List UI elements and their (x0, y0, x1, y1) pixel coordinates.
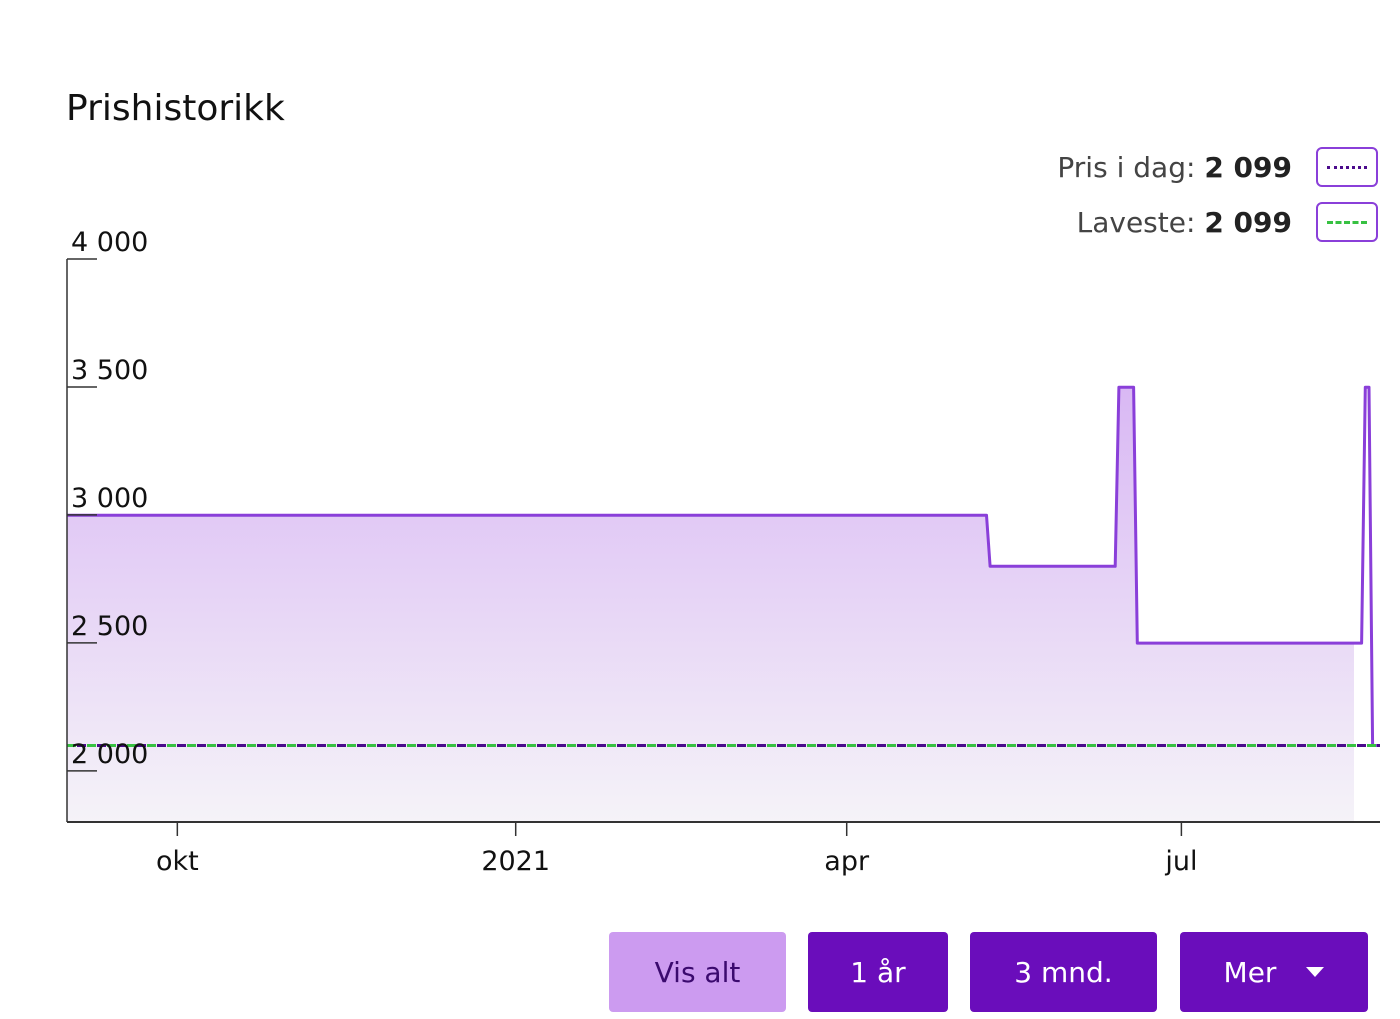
one-year-label: 1 år (850, 955, 906, 989)
x-tick-label: 2021 (481, 846, 550, 877)
y-tick-label: 4 000 (71, 227, 148, 258)
show-all-button[interactable]: Vis alt (609, 932, 786, 1012)
dashed-line-icon (1327, 220, 1367, 224)
one-year-button[interactable]: 1 år (808, 932, 948, 1012)
y-tick-label: 3 500 (71, 355, 148, 386)
show-all-label: Vis alt (654, 955, 741, 989)
price-history-chart[interactable]: 2 000 2 500 3 000 3 500 4 000 okt 2021 apr jul (0, 0, 1400, 900)
x-tick-label: okt (156, 846, 199, 877)
y-tick-label: 2 000 (71, 739, 148, 770)
toggle-lowest-line-button[interactable] (1316, 202, 1378, 242)
legend-lowest-value: 2 099 (1204, 205, 1292, 239)
legend-today-value: 2 099 (1204, 150, 1292, 184)
dotted-line-icon (1327, 165, 1367, 169)
toggle-today-line-button[interactable] (1316, 147, 1378, 187)
price-area (67, 387, 1354, 822)
legend-lowest-label: Laveste: (1076, 205, 1196, 239)
price-line (67, 385, 1380, 747)
y-tick-label: 3 000 (71, 483, 148, 514)
y-tick-label: 2 500 (71, 611, 148, 642)
legend-lowest-text: Laveste: 2 099 (1077, 206, 1292, 239)
caret-down-icon (1306, 967, 1325, 977)
three-months-label: 3 mnd. (1014, 955, 1113, 989)
range-buttons: Vis alt 1 år 3 mnd. Mer (0, 932, 1400, 1014)
legend-today: Pris i dag: 2 099 (1057, 147, 1378, 187)
three-months-button[interactable]: 3 mnd. (970, 932, 1157, 1012)
chart-title: Prishistorikk (66, 88, 285, 129)
legend-lowest: Laveste: 2 099 (1077, 202, 1378, 242)
more-button[interactable]: Mer (1180, 932, 1368, 1012)
x-tick-label: jul (1164, 846, 1197, 877)
legend-today-label: Pris i dag: (1057, 150, 1196, 184)
more-label: Mer (1223, 955, 1277, 989)
legend-today-text: Pris i dag: 2 099 (1057, 151, 1292, 184)
x-tick-label: apr (824, 846, 870, 877)
